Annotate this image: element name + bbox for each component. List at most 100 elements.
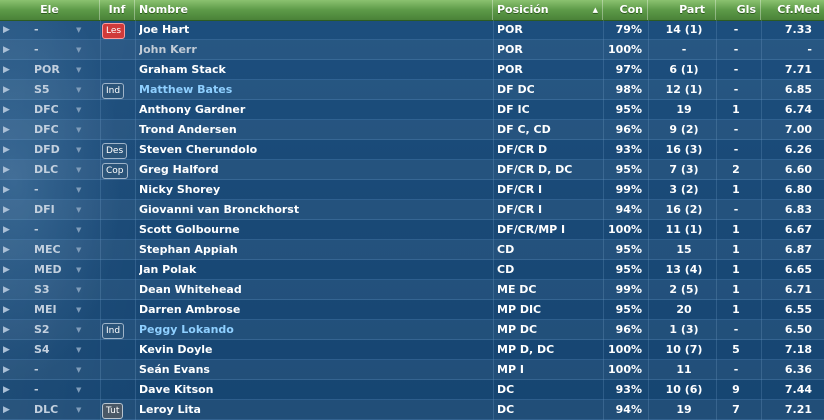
expand-row-icon[interactable]: ▶ xyxy=(3,105,10,115)
col-posicion-header[interactable]: Posición ▲ xyxy=(493,0,603,20)
table-row[interactable]: ▶ - ▼ Dave Kitson DC 93% 10 (6) 9 7.44 xyxy=(0,380,824,400)
player-name[interactable]: Steven Cherundolo xyxy=(139,143,258,156)
table-row[interactable]: ▶ MEC ▼ Stephan Appiah CD 95% 15 1 6.87 xyxy=(0,240,824,260)
player-role[interactable]: S4 xyxy=(34,343,50,356)
table-row[interactable]: ▶ S5 ▼ Ind Matthew Bates DF DC 98% 12 (1) - 6.85 xyxy=(0,80,824,100)
chevron-down-icon[interactable]: ▼ xyxy=(76,346,82,354)
table-row[interactable]: ▶ DLC ▼ Cop Greg Halford DF/CR D, DC 95% 7 (3) 2… xyxy=(0,160,824,180)
expand-row-icon[interactable]: ▶ xyxy=(3,65,10,75)
player-role[interactable]: DFD xyxy=(34,143,60,156)
player-role[interactable]: S5 xyxy=(34,83,50,96)
player-name[interactable]: Giovanni van Bronckhorst xyxy=(139,203,300,216)
status-badge[interactable]: Cop xyxy=(102,163,128,179)
table-row[interactable]: ▶ MEI ▼ Darren Ambrose MP DIC 95% 20 1 6.55 xyxy=(0,300,824,320)
status-badge[interactable]: Des xyxy=(102,143,128,159)
table-row[interactable]: ▶ - ▼ Les Joe Hart POR 79% 14 (1) - 7.33 xyxy=(0,20,824,40)
col-inf-header[interactable]: Inf xyxy=(100,0,135,20)
expand-row-icon[interactable]: ▶ xyxy=(3,265,10,275)
col-nombre-header[interactable]: Nombre xyxy=(135,0,493,20)
player-role[interactable]: DLC xyxy=(34,163,59,176)
chevron-down-icon[interactable]: ▼ xyxy=(76,206,82,214)
player-name[interactable]: Nicky Shorey xyxy=(139,183,221,196)
player-role[interactable]: MEI xyxy=(34,303,57,316)
player-role[interactable]: DFC xyxy=(34,123,59,136)
player-name[interactable]: Dave Kitson xyxy=(139,383,214,396)
player-role[interactable]: S2 xyxy=(34,323,50,336)
player-role[interactable]: MEC xyxy=(34,243,61,256)
status-badge[interactable]: Les xyxy=(102,23,126,39)
chevron-down-icon[interactable]: ▼ xyxy=(76,246,82,254)
chevron-down-icon[interactable]: ▼ xyxy=(76,106,82,114)
player-name[interactable]: Joe Hart xyxy=(139,23,190,36)
table-row[interactable]: ▶ DFI ▼ Giovanni van Bronckhorst DF/CR I 94% 1… xyxy=(0,200,824,220)
player-role[interactable]: - xyxy=(34,23,39,36)
player-name[interactable]: Matthew Bates xyxy=(139,83,233,96)
chevron-down-icon[interactable]: ▼ xyxy=(76,286,82,294)
player-name[interactable]: Scott Golbourne xyxy=(139,223,240,236)
player-name[interactable]: Dean Whitehead xyxy=(139,283,242,296)
table-row[interactable]: ▶ S4 ▼ Kevin Doyle MP D, DC 100% 10 (7) 5 7.18 xyxy=(0,340,824,360)
chevron-down-icon[interactable]: ▼ xyxy=(76,46,82,54)
table-row[interactable]: ▶ - ▼ Seán Evans MP I 100% 11 - 6.36 xyxy=(0,360,824,380)
chevron-down-icon[interactable]: ▼ xyxy=(76,266,82,274)
player-name[interactable]: Trond Andersen xyxy=(139,123,237,136)
status-badge[interactable]: Ind xyxy=(102,83,125,99)
player-role[interactable]: DFC xyxy=(34,103,59,116)
chevron-down-icon[interactable]: ▼ xyxy=(76,186,82,194)
player-name[interactable]: Seán Evans xyxy=(139,363,210,376)
player-role[interactable]: MED xyxy=(34,263,62,276)
player-name[interactable]: Greg Halford xyxy=(139,163,219,176)
expand-row-icon[interactable]: ▶ xyxy=(3,405,10,415)
table-row[interactable]: ▶ POR ▼ Graham Stack POR 97% 6 (1) - 7.71 xyxy=(0,60,824,80)
col-cfmed-header[interactable]: Cf.Med xyxy=(761,0,824,20)
player-role[interactable]: DLC xyxy=(34,403,59,416)
player-role[interactable]: - xyxy=(34,183,39,196)
chevron-down-icon[interactable]: ▼ xyxy=(76,406,82,414)
expand-row-icon[interactable]: ▶ xyxy=(3,385,10,395)
col-gls-header[interactable]: Gls xyxy=(716,0,761,20)
expand-row-icon[interactable]: ▶ xyxy=(3,225,10,235)
player-name[interactable]: Stephan Appiah xyxy=(139,243,238,256)
table-row[interactable]: ▶ MED ▼ Jan Polak CD 95% 13 (4) 1 6.65 xyxy=(0,260,824,280)
expand-row-icon[interactable]: ▶ xyxy=(3,245,10,255)
expand-row-icon[interactable]: ▶ xyxy=(3,145,10,155)
chevron-down-icon[interactable]: ▼ xyxy=(76,386,82,394)
player-role[interactable]: - xyxy=(34,223,39,236)
player-name[interactable]: Peggy Lokando xyxy=(139,323,234,336)
player-role[interactable]: - xyxy=(34,363,39,376)
player-name[interactable]: Graham Stack xyxy=(139,63,226,76)
player-name[interactable]: Darren Ambrose xyxy=(139,303,241,316)
chevron-down-icon[interactable]: ▼ xyxy=(76,166,82,174)
expand-row-icon[interactable]: ▶ xyxy=(3,125,10,135)
table-row[interactable]: ▶ DFC ▼ Anthony Gardner DF IC 95% 19 1 6.74 xyxy=(0,100,824,120)
player-role[interactable]: S3 xyxy=(34,283,50,296)
player-role[interactable]: DFI xyxy=(34,203,55,216)
table-row[interactable]: ▶ DFC ▼ Trond Andersen DF C, CD 96% 9 (2) - 7.00 xyxy=(0,120,824,140)
expand-row-icon[interactable]: ▶ xyxy=(3,85,10,95)
status-badge[interactable]: Ind xyxy=(102,323,125,339)
chevron-down-icon[interactable]: ▼ xyxy=(76,326,82,334)
chevron-down-icon[interactable]: ▼ xyxy=(76,146,82,154)
chevron-down-icon[interactable]: ▼ xyxy=(76,66,82,74)
expand-row-icon[interactable]: ▶ xyxy=(3,25,10,35)
chevron-down-icon[interactable]: ▼ xyxy=(76,126,82,134)
expand-row-icon[interactable]: ▶ xyxy=(3,305,10,315)
expand-row-icon[interactable]: ▶ xyxy=(3,185,10,195)
table-row[interactable]: ▶ DFD ▼ Des Steven Cherundolo DF/CR D 93% 16 (3… xyxy=(0,140,824,160)
player-name[interactable]: Kevin Doyle xyxy=(139,343,213,356)
status-badge[interactable]: Tut xyxy=(102,403,124,419)
player-role[interactable]: - xyxy=(34,383,39,396)
expand-row-icon[interactable]: ▶ xyxy=(3,205,10,215)
expand-row-icon[interactable]: ▶ xyxy=(3,325,10,335)
table-row[interactable]: ▶ DLC ▼ Tut Leroy Lita DC 94% 19 7 7.21 xyxy=(0,400,824,420)
player-name[interactable]: Jan Polak xyxy=(139,263,197,276)
expand-row-icon[interactable]: ▶ xyxy=(3,45,10,55)
player-role[interactable]: - xyxy=(34,43,39,56)
player-role[interactable]: POR xyxy=(34,63,60,76)
chevron-down-icon[interactable]: ▼ xyxy=(76,226,82,234)
chevron-down-icon[interactable]: ▼ xyxy=(76,26,82,34)
table-row[interactable]: ▶ S3 ▼ Dean Whitehead ME DC 99% 2 (5) 1 6.71 xyxy=(0,280,824,300)
table-row[interactable]: ▶ S2 ▼ Ind Peggy Lokando MP DC 96% 1 (3) - 6.50 xyxy=(0,320,824,340)
player-name[interactable]: Anthony Gardner xyxy=(139,103,246,116)
table-row[interactable]: ▶ - ▼ Scott Golbourne DF/CR/MP I 100% 11 (1) 1 6… xyxy=(0,220,824,240)
